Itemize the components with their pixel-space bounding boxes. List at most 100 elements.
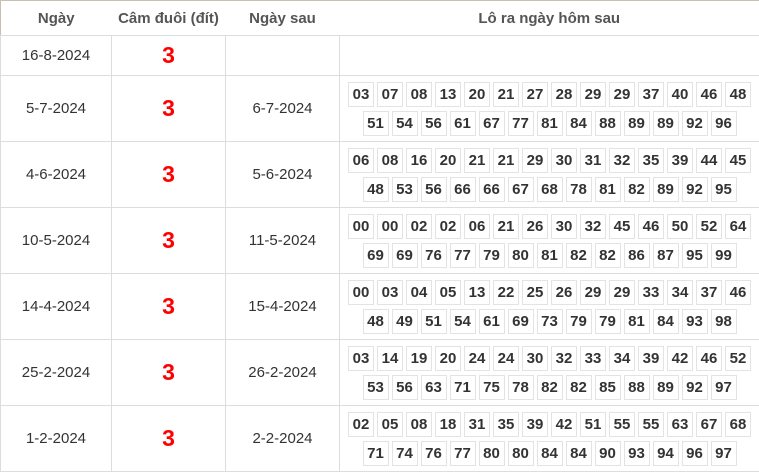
header-row: Ngày Câm đuôi (đít) Ngày sau Lô ra ngày … [1,1,759,36]
number-box: 93 [682,309,708,334]
number-box: 95 [682,243,708,268]
number-box: 51 [363,111,389,136]
number-box: 80 [479,441,505,466]
number-box: 22 [493,280,519,305]
number-box: 32 [551,346,577,371]
number-box: 53 [363,375,389,400]
header-numbers: Lô ra ngày hôm sau [340,1,759,36]
number-box: 97 [711,375,737,400]
number-box: 48 [725,82,751,107]
number-box: 25 [522,280,548,305]
number-box: 97 [711,441,737,466]
number-box: 30 [551,214,577,239]
number-box: 08 [406,82,432,107]
number-box: 98 [711,309,737,334]
number-box: 34 [609,346,635,371]
number-box: 69 [363,243,389,268]
date-cell: 10-5-2024 [1,208,112,274]
number-box: 48 [363,177,389,202]
tail-cell: 3 [112,36,226,76]
number-box: 32 [580,214,606,239]
number-box: 00 [348,214,374,239]
number-box: 68 [537,177,563,202]
number-box: 87 [653,243,679,268]
number-box: 67 [479,111,505,136]
number-box: 89 [653,177,679,202]
next-date-cell: 5-6-2024 [226,142,340,208]
number-box: 08 [377,148,403,173]
number-box: 67 [696,412,722,437]
number-box: 54 [392,111,418,136]
number-box: 49 [392,309,418,334]
tail-cell: 3 [112,76,226,142]
next-date-cell: 15-4-2024 [226,274,340,340]
number-box: 76 [421,243,447,268]
number-box: 06 [464,214,490,239]
number-box: 89 [653,375,679,400]
number-box: 52 [725,346,751,371]
number-box: 56 [421,177,447,202]
number-box: 94 [653,441,679,466]
number-box: 96 [682,441,708,466]
number-box: 84 [537,441,563,466]
number-box: 06 [348,148,374,173]
number-box: 31 [464,412,490,437]
number-box: 03 [348,346,374,371]
number-box: 39 [638,346,664,371]
number-box: 27 [522,82,548,107]
number-box: 78 [508,375,534,400]
number-box: 71 [363,441,389,466]
number-box: 51 [580,412,606,437]
header-date: Ngày [1,1,112,36]
number-box: 78 [566,177,592,202]
number-box: 21 [493,82,519,107]
number-box: 51 [421,309,447,334]
number-box: 71 [450,375,476,400]
number-box: 21 [493,148,519,173]
number-box: 53 [392,177,418,202]
number-box: 82 [624,177,650,202]
number-box: 07 [377,82,403,107]
number-box: 40 [667,82,693,107]
number-box: 00 [377,214,403,239]
number-box: 76 [421,441,447,466]
number-box: 82 [566,243,592,268]
number-box: 74 [392,441,418,466]
number-box: 77 [508,111,534,136]
number-box: 48 [363,309,389,334]
tail-cell: 3 [112,208,226,274]
next-date-cell: 26-2-2024 [226,340,340,406]
number-box: 33 [638,280,664,305]
number-box: 82 [595,243,621,268]
number-box: 46 [696,82,722,107]
number-box: 03 [348,82,374,107]
number-box: 29 [609,82,635,107]
number-box: 30 [522,346,548,371]
number-box: 92 [682,111,708,136]
number-box: 37 [696,280,722,305]
number-box: 79 [595,309,621,334]
number-box: 66 [479,177,505,202]
number-box: 80 [508,441,534,466]
number-box: 73 [537,309,563,334]
number-box: 16 [406,148,432,173]
header-next-date: Ngày sau [226,1,340,36]
number-box: 81 [624,309,650,334]
number-box: 20 [464,82,490,107]
number-box: 66 [450,177,476,202]
number-box: 77 [450,243,476,268]
number-box: 21 [464,148,490,173]
number-box: 29 [580,82,606,107]
